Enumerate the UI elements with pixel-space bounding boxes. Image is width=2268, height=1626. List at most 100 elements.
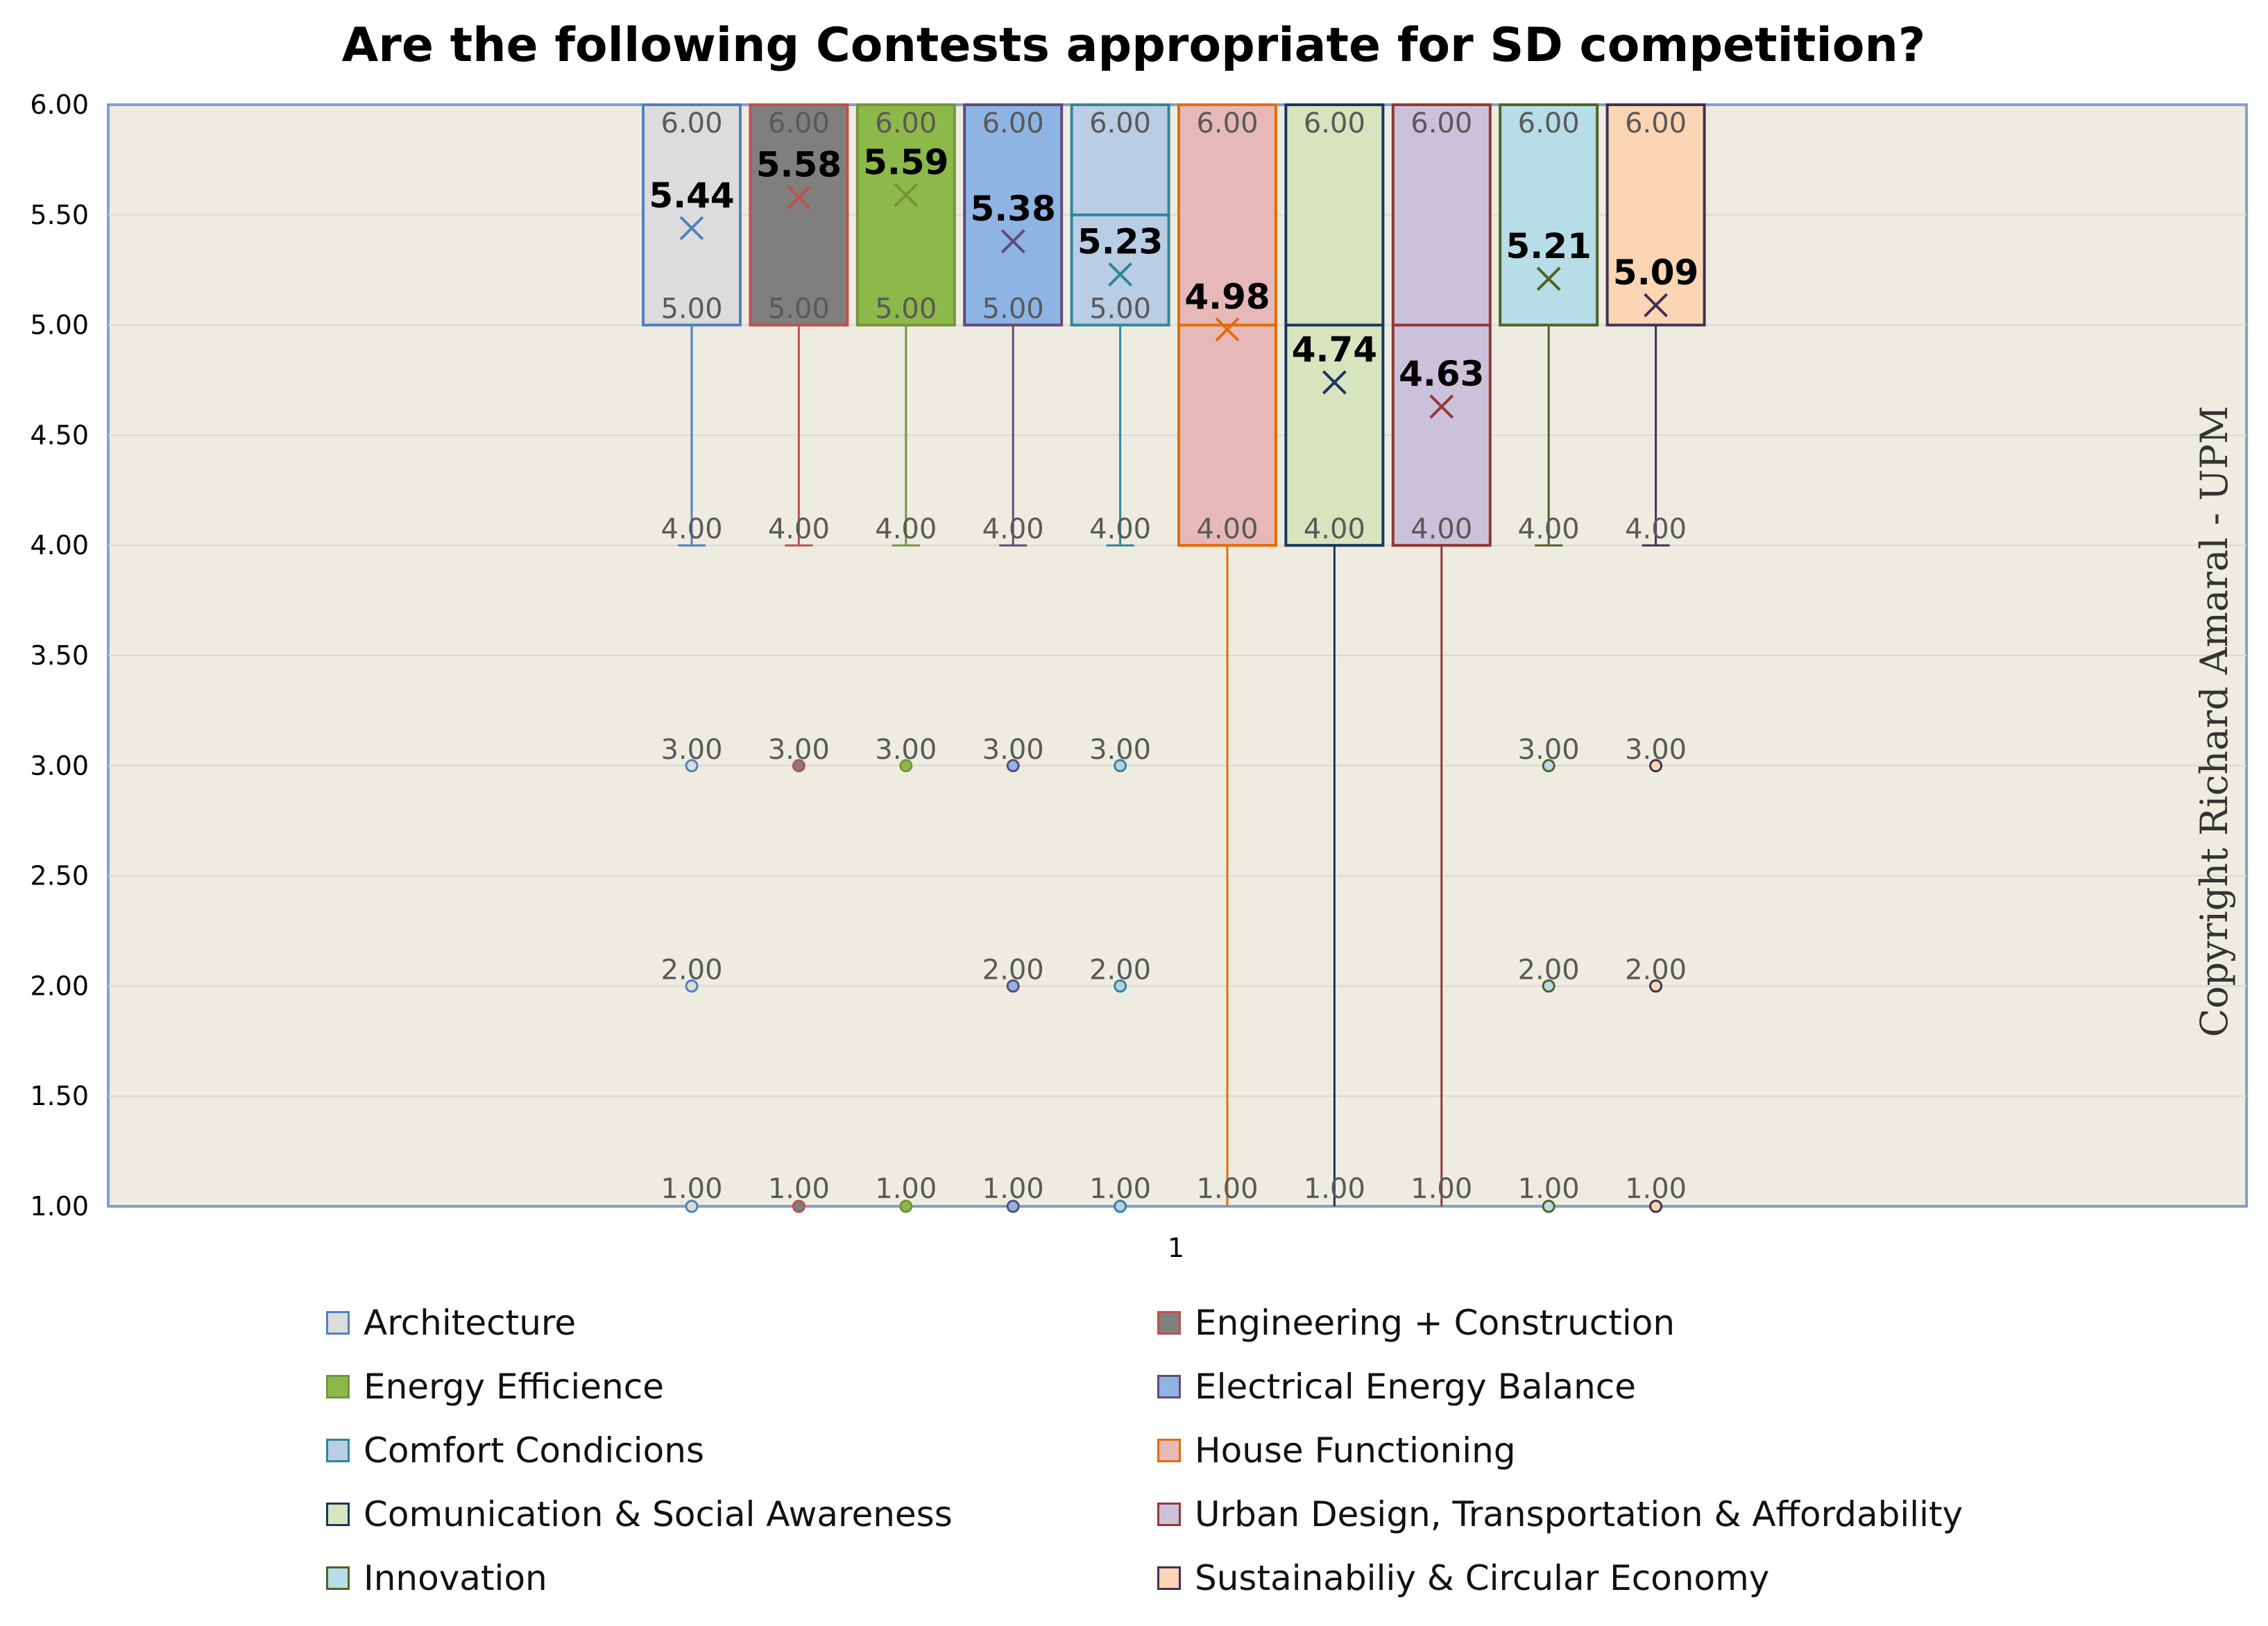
x-category-label: 1 xyxy=(1168,1233,1184,1263)
quartile-label: 4.00 xyxy=(1625,513,1687,545)
mean-marker xyxy=(786,185,811,209)
quartile-label: 5.00 xyxy=(1089,293,1151,325)
box-6: 6.00 4.00 1.00 4.98 xyxy=(1177,103,1277,1206)
quartile-label: 1.00 xyxy=(1625,1173,1687,1205)
quartile-label: 4.00 xyxy=(1196,513,1258,545)
quartile-label: 1.00 xyxy=(1304,1173,1365,1205)
outlier-point xyxy=(792,759,805,773)
mean-label: 5.09 xyxy=(1613,253,1698,293)
outlier-point xyxy=(1649,1199,1663,1213)
outlier-point xyxy=(685,759,699,773)
mean-marker xyxy=(1536,266,1561,291)
quartile-label: 3.00 xyxy=(768,734,830,766)
mean-marker xyxy=(679,216,704,241)
box-body xyxy=(749,103,849,327)
outlier-point xyxy=(1114,759,1127,773)
y-tick-label: 4.50 xyxy=(30,420,89,450)
y-tick-label: 4.00 xyxy=(30,530,89,560)
quartile-label: 4.00 xyxy=(768,513,830,545)
quartile-label: 5.00 xyxy=(660,293,722,325)
quartile-label: 6.00 xyxy=(660,108,722,139)
quartile-label: 3.00 xyxy=(1625,734,1687,766)
mean-marker xyxy=(1322,370,1347,395)
box-body xyxy=(855,103,956,327)
mean-label: 5.44 xyxy=(649,176,734,216)
quartile-label: 2.00 xyxy=(1625,954,1687,986)
box-body xyxy=(1499,103,1599,327)
box-body xyxy=(963,103,1064,327)
quartile-label: 6.00 xyxy=(1625,108,1687,139)
box-3: 6.00 5.00 4.00 3.00 1.00 5.59 xyxy=(855,103,956,1213)
quartile-label: 1.00 xyxy=(875,1173,937,1205)
quartile-label: 2.00 xyxy=(660,954,722,986)
mean-marker xyxy=(1215,317,1240,342)
mean-marker xyxy=(1000,229,1025,254)
y-tick-label: 2.00 xyxy=(30,970,89,1001)
quartile-label: 4.00 xyxy=(1304,513,1365,545)
y-tick-label: 1.00 xyxy=(30,1191,89,1222)
y-tick-label: 5.00 xyxy=(30,310,89,341)
mean-label: 5.23 xyxy=(1077,222,1163,262)
outlier-point xyxy=(685,979,699,993)
quartile-label: 3.00 xyxy=(1089,734,1151,766)
quartile-label: 1.00 xyxy=(982,1173,1044,1205)
box-7: 6.00 4.00 1.00 4.74 xyxy=(1284,103,1385,1206)
mean-marker xyxy=(1429,394,1454,419)
quartile-label: 1.00 xyxy=(1196,1173,1258,1205)
quartile-label: 5.00 xyxy=(768,293,830,325)
outlier-point xyxy=(792,1199,805,1213)
y-tick-label: 3.00 xyxy=(30,751,89,781)
quartile-label: 6.00 xyxy=(1304,108,1365,139)
quartile-label: 2.00 xyxy=(1518,954,1580,986)
mean-label: 4.63 xyxy=(1399,354,1484,394)
outlier-point xyxy=(685,1199,699,1213)
y-tick-label: 2.50 xyxy=(30,861,89,891)
quartile-label: 4.00 xyxy=(1518,513,1580,545)
quartile-label: 6.00 xyxy=(1196,108,1258,139)
quartile-label: 6.00 xyxy=(1410,108,1472,139)
outlier-point xyxy=(899,1199,913,1213)
copyright-annotation: Copyright Richard Amaral - UPM xyxy=(2192,406,2236,1037)
quartile-label: 5.00 xyxy=(875,293,937,325)
outlier-point xyxy=(1006,759,1020,773)
quartile-label: 2.00 xyxy=(1089,954,1151,986)
quartile-label: 1.00 xyxy=(660,1173,722,1205)
quartile-label: 4.00 xyxy=(875,513,937,545)
chart-title: Are the following Contests appropriate f… xyxy=(342,18,1926,73)
quartile-label: 6.00 xyxy=(768,108,830,139)
box-2: 6.00 5.00 4.00 3.00 1.00 5.58 xyxy=(749,103,849,1213)
quartile-label: 6.00 xyxy=(875,108,937,139)
outlier-point xyxy=(1006,1199,1020,1213)
quartile-label: 5.00 xyxy=(982,293,1044,325)
quartile-label: 3.00 xyxy=(875,734,937,766)
y-tick-label: 6.00 xyxy=(30,89,89,120)
box-body xyxy=(642,103,742,327)
box-4: 6.00 5.00 4.00 3.00 2.00 1.00 5.38 xyxy=(963,103,1064,1213)
quartile-label: 4.00 xyxy=(982,513,1044,545)
quartile-label: 3.00 xyxy=(660,734,722,766)
mean-label: 5.58 xyxy=(756,144,842,185)
outlier-point xyxy=(1114,979,1127,993)
quartile-label: 1.00 xyxy=(768,1173,830,1205)
mean-label: 5.59 xyxy=(863,142,948,182)
mean-marker xyxy=(894,182,919,207)
outlier-point xyxy=(1649,979,1663,993)
y-tick-label: 5.50 xyxy=(30,200,89,230)
box-series: 6.00 5.00 4.00 3.00 2.00 1.00 5.44 6.00 5.00 4.00… xyxy=(642,103,1706,1213)
mean-label: 4.74 xyxy=(1292,330,1377,370)
quartile-label: 3.00 xyxy=(982,734,1044,766)
y-tick-label: 1.50 xyxy=(30,1081,89,1111)
quartile-label: 1.00 xyxy=(1518,1173,1580,1205)
outlier-point xyxy=(1114,1199,1127,1213)
quartile-label: 1.00 xyxy=(1089,1173,1151,1205)
y-axis: 1.00 1.50 2.00 2.50 3.00 3.50 4.00 4.50 5.00 5.50… xyxy=(30,89,89,1222)
box-8: 6.00 4.00 1.00 4.63 xyxy=(1391,103,1492,1206)
mean-marker xyxy=(1644,293,1669,318)
box-10: 6.00 4.00 3.00 2.00 1.00 5.09 xyxy=(1605,103,1706,1213)
outlier-point xyxy=(899,759,913,773)
quartile-label: 1.00 xyxy=(1410,1173,1472,1205)
box-9: 6.00 4.00 3.00 2.00 1.00 5.21 xyxy=(1499,103,1599,1213)
outlier-point xyxy=(1542,979,1555,993)
quartile-label: 6.00 xyxy=(1518,108,1580,139)
